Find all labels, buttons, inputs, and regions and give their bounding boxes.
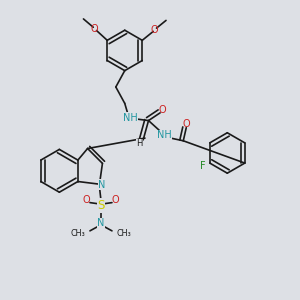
- Text: NH: NH: [123, 112, 137, 123]
- Text: N: N: [97, 218, 105, 228]
- Text: O: O: [111, 195, 119, 205]
- Text: N: N: [98, 180, 106, 190]
- Text: O: O: [91, 24, 99, 34]
- Text: O: O: [151, 25, 158, 35]
- Text: O: O: [182, 118, 190, 128]
- Text: F: F: [200, 161, 206, 171]
- Text: H: H: [136, 139, 143, 148]
- Text: S: S: [97, 199, 105, 212]
- Text: NH: NH: [157, 130, 172, 140]
- Text: CH₃: CH₃: [70, 229, 85, 238]
- Text: O: O: [158, 106, 166, 116]
- Text: CH₃: CH₃: [117, 229, 131, 238]
- Text: O: O: [83, 195, 91, 205]
